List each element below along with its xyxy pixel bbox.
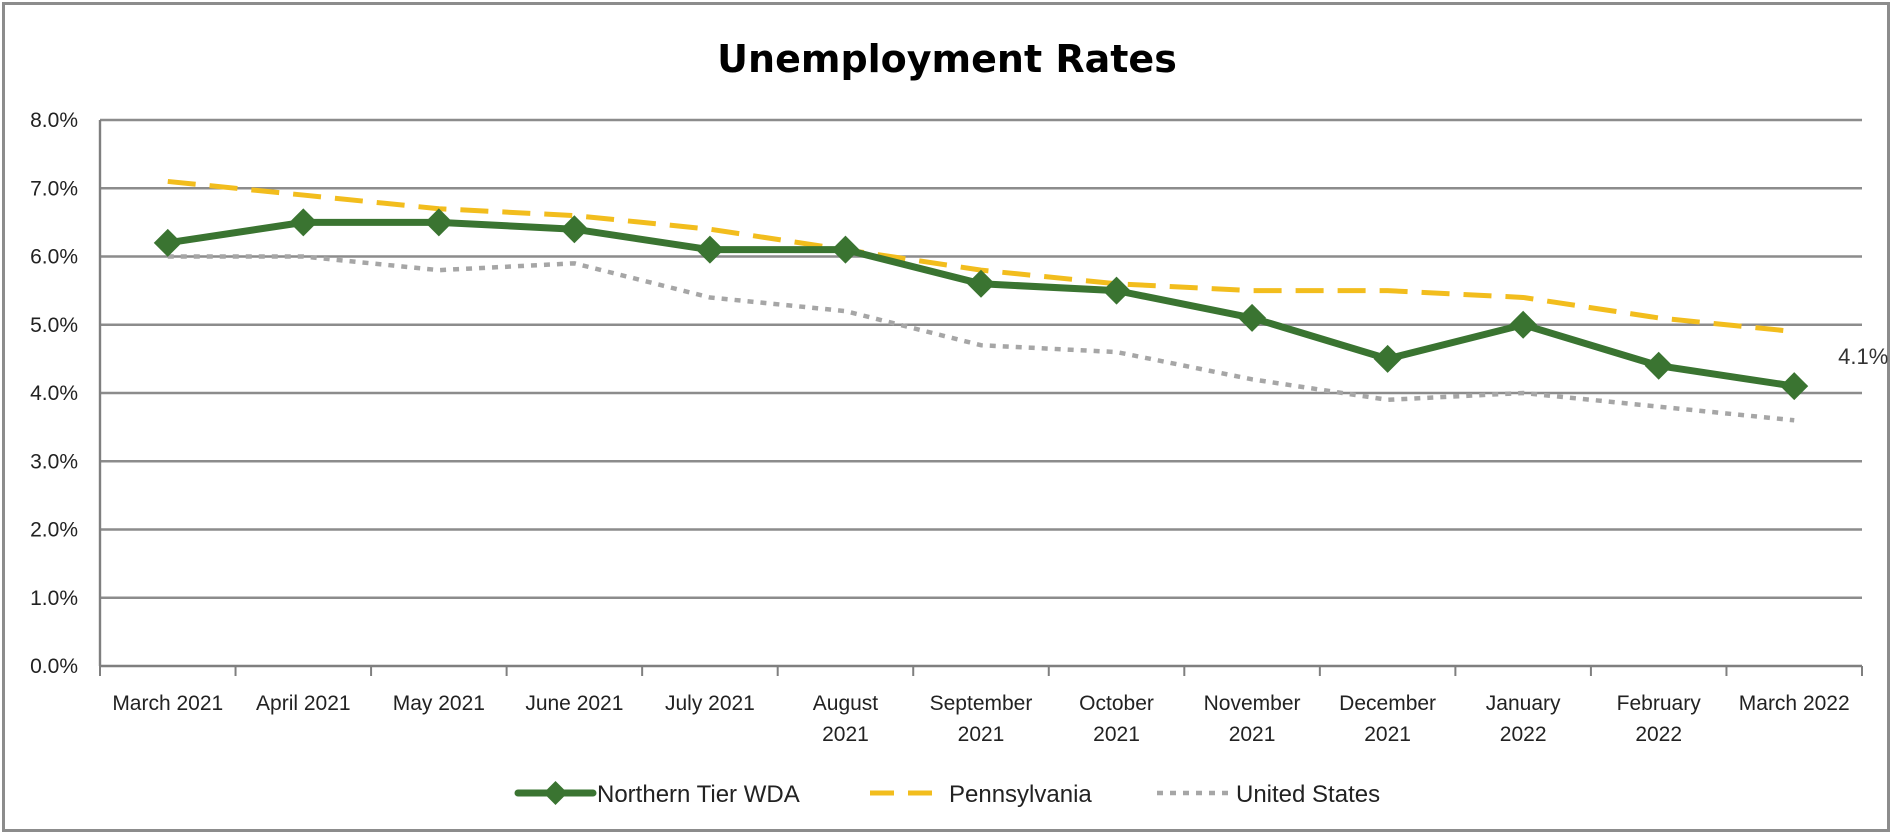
- data-point-marker: [560, 215, 589, 244]
- x-tick-label-line: June 2021: [525, 692, 623, 715]
- x-tick-label: February 2022: [1617, 692, 1702, 746]
- y-tick-label: 0.0%: [30, 655, 78, 678]
- legend-label: United States: [1236, 781, 1380, 808]
- x-tick-label-line: 2021: [1093, 723, 1140, 746]
- x-tick-label-line: August: [813, 692, 879, 715]
- chart-title: Unemployment Rates: [717, 37, 1177, 81]
- legend-item: Northern Tier WDA: [514, 781, 800, 808]
- gridlines: [100, 118, 1862, 668]
- x-tick-label-line: July 2021: [665, 692, 755, 715]
- x-tick-label-line: April 2021: [256, 692, 351, 715]
- y-tick-label: 5.0%: [30, 314, 78, 337]
- x-tick-label-line: 2022: [1635, 723, 1682, 746]
- x-tick-label: March 2022: [1739, 692, 1850, 715]
- x-tick-label: May 2021: [393, 692, 485, 715]
- data-label: 4.1%: [1838, 344, 1888, 369]
- data-point-marker: [831, 235, 860, 264]
- data-point-marker: [424, 208, 453, 237]
- x-tick-label-line: November: [1204, 692, 1301, 715]
- y-tick-label: 2.0%: [30, 519, 78, 542]
- y-tick-label: 8.0%: [30, 109, 78, 132]
- x-tick-label: January 2022: [1486, 692, 1561, 746]
- legend: Northern Tier WDA Pennsylvania United Stat…: [514, 781, 1380, 808]
- y-tick-label: 6.0%: [30, 246, 78, 269]
- data-point-marker: [289, 208, 318, 237]
- data-point-marker: [1373, 344, 1402, 373]
- data-point-marker: [967, 269, 995, 298]
- y-tick-label: 1.0%: [30, 587, 78, 610]
- x-tick-label: November 2021: [1204, 692, 1301, 746]
- x-tick-label: August 2021: [813, 692, 879, 746]
- x-tick-label-line: September: [930, 692, 1033, 715]
- data-point-marker: [1509, 310, 1538, 339]
- series-line: [167, 254, 1795, 423]
- y-tick-label: 7.0%: [30, 177, 78, 200]
- x-tick-label-line: 2022: [1500, 723, 1547, 746]
- x-tick-label: September 2021: [930, 692, 1033, 746]
- series-united-states: [167, 254, 1795, 423]
- data-point-marker: [1780, 372, 1809, 401]
- series-lines: 4.1%: [153, 178, 1888, 423]
- x-tick-label: April 2021: [256, 692, 351, 715]
- data-point-marker: [1238, 303, 1267, 332]
- x-tick-label: March 2021: [112, 692, 223, 715]
- legend-label: Pennsylvania: [949, 781, 1092, 808]
- data-point-marker: [1644, 351, 1673, 380]
- data-point-marker: [153, 228, 182, 257]
- x-tick-label: June 2021: [525, 692, 623, 715]
- x-tick-label-line: March 2022: [1739, 692, 1850, 715]
- series-line: [164, 218, 1798, 390]
- x-tick-label-line: 2021: [1364, 723, 1411, 746]
- legend-label: Northern Tier WDA: [597, 781, 800, 808]
- x-tick-label-line: February: [1617, 692, 1702, 715]
- x-tick-label-line: 2021: [822, 723, 869, 746]
- y-tick-label: 3.0%: [30, 450, 78, 473]
- x-tick-label-line: 2021: [1229, 723, 1276, 746]
- x-tick-label: July 2021: [665, 692, 755, 715]
- legend-item: United States: [1157, 781, 1380, 808]
- x-tick-label-line: December: [1339, 692, 1436, 715]
- x-tick-label-line: 2021: [958, 723, 1005, 746]
- x-tick-label-line: October: [1079, 692, 1154, 715]
- legend-item: Pennsylvania: [870, 781, 1092, 808]
- data-point-marker: [695, 235, 724, 264]
- legend-marker: [543, 781, 568, 805]
- x-tick-label-line: May 2021: [393, 692, 485, 715]
- y-tick-label: 4.0%: [30, 382, 78, 405]
- series-northern-tier-wda: [153, 208, 1809, 401]
- x-tick-label-line: March 2021: [112, 692, 223, 715]
- x-tick-label-line: January: [1486, 692, 1561, 715]
- x-tick-label: December 2021: [1339, 692, 1436, 746]
- data-point-marker: [1102, 276, 1131, 305]
- axes: 0.0% 1.0% 2.0% 3.0% 4.0% 5.0% 6.0% 7.0% 8.0% Marc…: [30, 109, 1863, 746]
- x-tick-label: October 2021: [1079, 692, 1154, 746]
